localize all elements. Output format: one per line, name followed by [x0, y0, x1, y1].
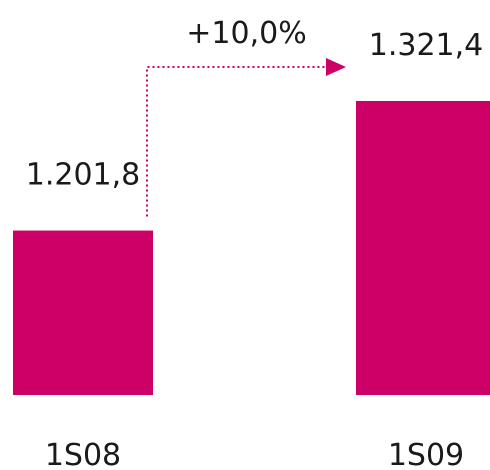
value-label-1s09: 1.321,4: [369, 28, 484, 63]
value-label-1s08: 1.201,8: [26, 158, 141, 193]
growth-arrow-head-icon: [326, 58, 346, 76]
growth-arrow-line: [146, 66, 326, 217]
growth-percentage-label: +10,0%: [186, 16, 306, 51]
category-label-1s08: 1S08: [45, 438, 121, 470]
bar-1s08: [13, 230, 153, 395]
bar-1s09: [356, 100, 490, 395]
category-label-1s09: 1S09: [388, 438, 464, 470]
